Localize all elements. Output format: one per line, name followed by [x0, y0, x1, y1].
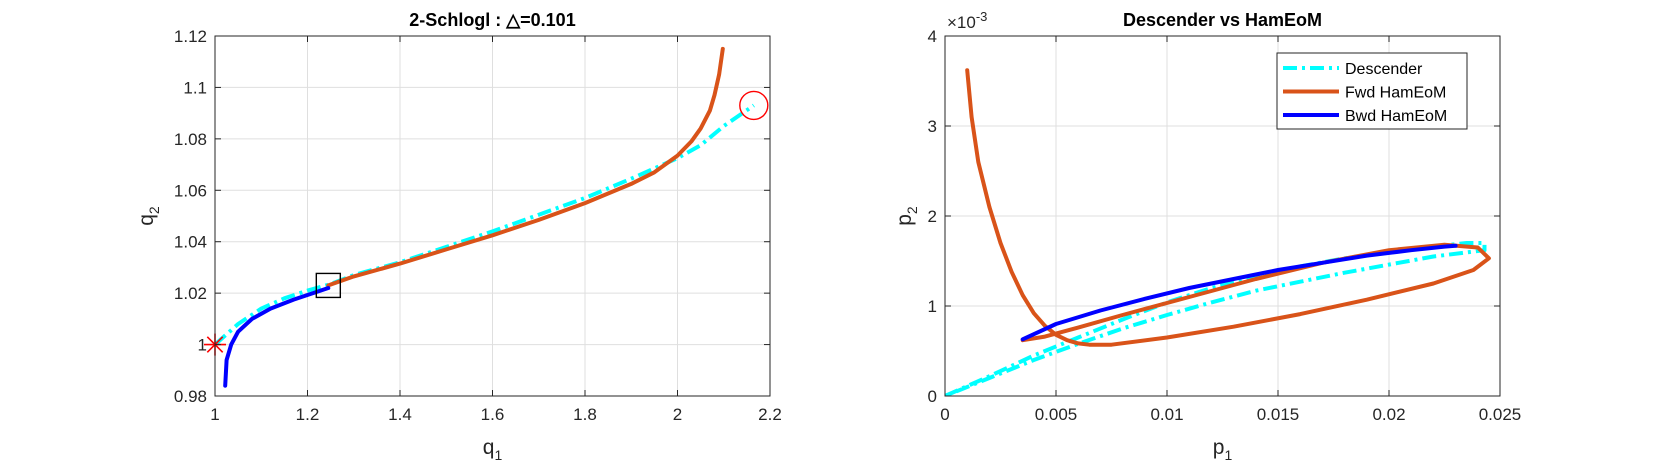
legend: Descender Fwd HamEoM Bwd HamEoM [1276, 52, 1468, 130]
y-tick-label: 1.06 [174, 181, 207, 200]
y-tick-label: 1.04 [174, 233, 207, 252]
legend-label: Fwd HamEoM [1345, 85, 1446, 102]
legend-label: Bwd HamEoM [1345, 108, 1447, 125]
y-tick-label: 1 [198, 336, 207, 355]
y-exponent-label: ×10-3 [947, 9, 987, 32]
square-marker [315, 272, 342, 299]
y-axis-label-sub: 2 [146, 206, 162, 214]
legend-label: Descender [1345, 61, 1423, 78]
x-axis-label-sub: 1 [1224, 447, 1232, 463]
x-tick-label: 0 [940, 405, 949, 424]
x-tick-label: 2 [673, 405, 682, 424]
series-line-0 [215, 103, 755, 347]
y-tick-label: 2 [928, 207, 937, 226]
series-group [945, 68, 1491, 396]
y-exponent-base: ×10 [947, 13, 976, 32]
x-tick-label: 0.02 [1372, 405, 1405, 424]
y-axis-label-sub: 2 [904, 206, 920, 214]
y-axis-label: q2 [135, 206, 162, 226]
series-line-2 [1020, 243, 1458, 342]
y-axis-label-main: p [893, 214, 916, 226]
x-tick-label: 0.005 [1035, 405, 1078, 424]
series-line-0 [945, 241, 1487, 396]
y-tick-label: 0.98 [174, 387, 207, 406]
chart-title: 2-Schlogl : △=0.101 [409, 10, 575, 30]
chart-title: Descender vs HamEoM [1123, 10, 1322, 30]
y-exponent-power: -3 [976, 9, 988, 24]
series-line-1 [965, 68, 1491, 347]
series-group [215, 46, 755, 388]
y-tick-label: 1.08 [174, 130, 207, 149]
x-axis-label-main: p [1213, 436, 1225, 459]
y-tick-label: 3 [928, 117, 937, 136]
x-tick-label: 0.015 [1257, 405, 1300, 424]
circle-marker [739, 90, 769, 121]
x-axis-label: q1 [483, 436, 503, 463]
x-tick-label: 1.4 [388, 405, 412, 424]
x-tick-label: 1 [210, 405, 219, 424]
x-tick-label: 1.6 [481, 405, 505, 424]
x-tick-label: 0.01 [1150, 405, 1183, 424]
series-line-2 [223, 286, 331, 388]
x-tick-label: 1.2 [296, 405, 320, 424]
x-tick-label: 2.2 [758, 405, 782, 424]
x-tick-label: 1.8 [573, 405, 597, 424]
x-axis-label-main: q [483, 436, 495, 459]
y-tick-label: 1.12 [174, 27, 207, 46]
y-tick-label: 4 [928, 27, 937, 46]
y-tick-label: 0 [928, 387, 937, 406]
series-line-1 [326, 46, 725, 288]
y-axis-label-main: q [135, 214, 158, 226]
y-tick-label: 1 [928, 297, 937, 316]
x-axis-label-sub: 1 [494, 447, 502, 463]
right-plot: 0 0.005 0.01 0.015 0.02 0.025 0 1 2 3 4 Descender v… [893, 9, 1521, 463]
left-plot: 1 1.2 1.4 1.6 1.8 2 2.20.9811.021.041.061.081.… [135, 10, 782, 463]
x-tick-label: 0.025 [1479, 405, 1522, 424]
y-tick-label: 1.1 [183, 78, 207, 97]
x-axis-label: p1 [1213, 436, 1233, 463]
y-tick-label: 1.02 [174, 284, 207, 303]
y-axis-label: p2 [893, 206, 920, 226]
